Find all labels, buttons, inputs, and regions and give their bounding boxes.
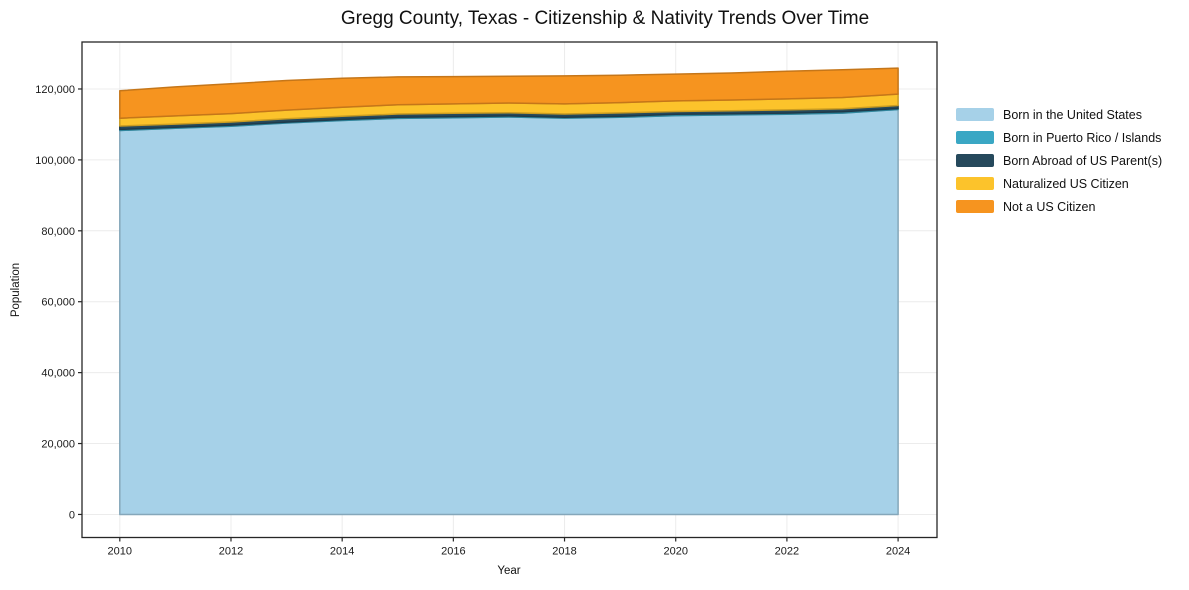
x-tick-label: 2018 (552, 546, 576, 558)
x-tick-label: 2010 (108, 546, 132, 558)
area-born-in-the-united-states (119, 108, 899, 516)
legend-label: Naturalized US Citizen (1003, 176, 1129, 191)
area-not-a-us-citizen (119, 67, 899, 119)
legend-label: Not a US Citizen (1003, 199, 1096, 214)
x-tick-label: 2012 (219, 546, 243, 558)
legend-label: Born in Puerto Rico / Islands (1003, 130, 1162, 145)
plot-border (81, 41, 938, 539)
legend-item-not-a-us-citizen: Not a US Citizen (956, 199, 1162, 214)
legend-swatch (956, 154, 994, 167)
axes-ticks: 2010 2012 2014 2016 2018 2020 2022 2024 0 20,000 4… (35, 84, 910, 558)
legend: Born in the United States Born in Puerto … (956, 107, 1163, 214)
x-tick-label: 2024 (886, 546, 910, 558)
legend-swatch (956, 200, 994, 213)
legend-label: Born in the United States (1003, 107, 1142, 122)
x-tick-label: 2016 (441, 546, 465, 558)
y-tick-label: 120,000 (35, 84, 75, 96)
x-tick-label: 2020 (663, 546, 687, 558)
y-tick-label: 80,000 (41, 226, 75, 238)
legend-swatch (956, 131, 994, 144)
x-tick-label: 2022 (775, 546, 799, 558)
legend-swatch (956, 108, 994, 121)
legend-item-born-in-the-united-states: Born in the United States (956, 107, 1162, 122)
legend-label: Born Abroad of US Parent(s) (1003, 153, 1163, 168)
legend-item-born-abroad-of-us-parent-s: Born Abroad of US Parent(s) (956, 153, 1163, 168)
y-tick-label: 100,000 (35, 155, 75, 167)
y-tick-label: 20,000 (41, 439, 75, 451)
x-axis-label: Year (497, 565, 521, 577)
legend-swatch (956, 177, 994, 190)
y-axis-label: Population (10, 262, 22, 318)
legend-item-born-in-puerto-rico-islands: Born in Puerto Rico / Islands (956, 130, 1162, 145)
x-tick-label: 2014 (330, 546, 354, 558)
legend-item-naturalized-us-citizen: Naturalized US Citizen (956, 176, 1162, 191)
y-tick-label: 40,000 (41, 368, 75, 380)
chart-title: Gregg County, Texas - Citizenship & Nati… (340, 8, 870, 29)
y-tick-label: 60,000 (41, 297, 75, 309)
y-tick-label: 0 (69, 509, 75, 521)
